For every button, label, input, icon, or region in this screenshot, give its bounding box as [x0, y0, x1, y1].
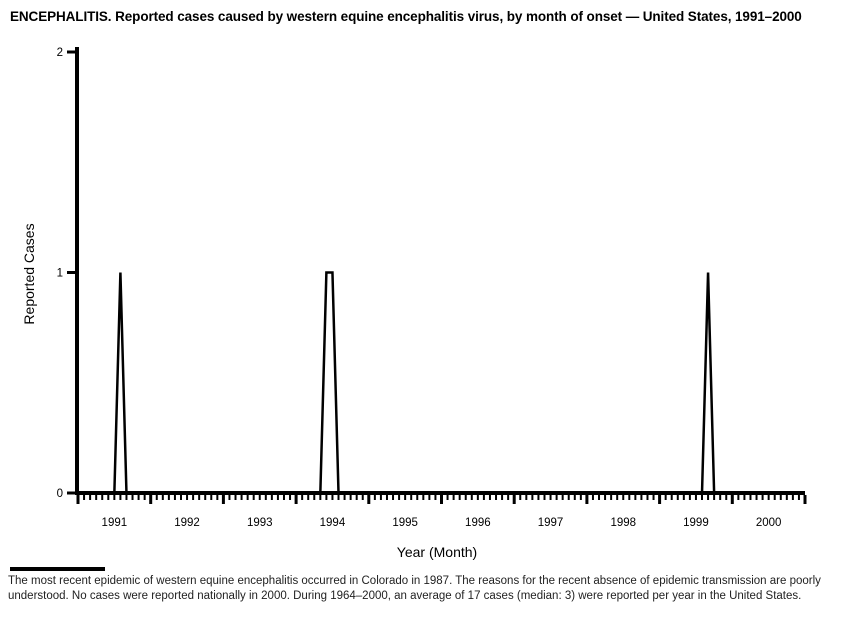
y-tick-label: 0 [57, 488, 63, 500]
reported-cases-chart: 0 1 2 1991 1992 1993 1994 1995 1996 1997 1998 1999 2… [21, 47, 807, 560]
y-tick-label: 1 [57, 268, 63, 280]
y-tick-label: 2 [57, 47, 63, 59]
figure-title: ENCEPHALITIS. Reported cases caused by w… [10, 9, 802, 24]
x-year-label: 1992 [174, 517, 200, 529]
x-year-label: 1995 [392, 517, 418, 529]
x-year-label: 1994 [320, 517, 346, 529]
x-year-label: 1999 [683, 517, 709, 529]
x-year-label: 2000 [756, 517, 782, 529]
footnote-line-2: understood. No cases were reported natio… [8, 590, 802, 602]
cases-series-line [78, 271, 799, 495]
x-year-label: 1991 [102, 517, 128, 529]
footnote-rule [10, 567, 105, 571]
footnote-line-1: The most recent epidemic of western equi… [8, 575, 821, 587]
footnote: The most recent epidemic of western equi… [8, 567, 862, 604]
x-axis-title: Year (Month) [397, 544, 477, 560]
x-year-label: 1998 [610, 517, 636, 529]
y-axis-title: Reported Cases [21, 223, 37, 324]
x-year-label: 1996 [465, 517, 491, 529]
x-year-label: 1993 [247, 517, 273, 529]
x-year-label: 1997 [538, 517, 564, 529]
